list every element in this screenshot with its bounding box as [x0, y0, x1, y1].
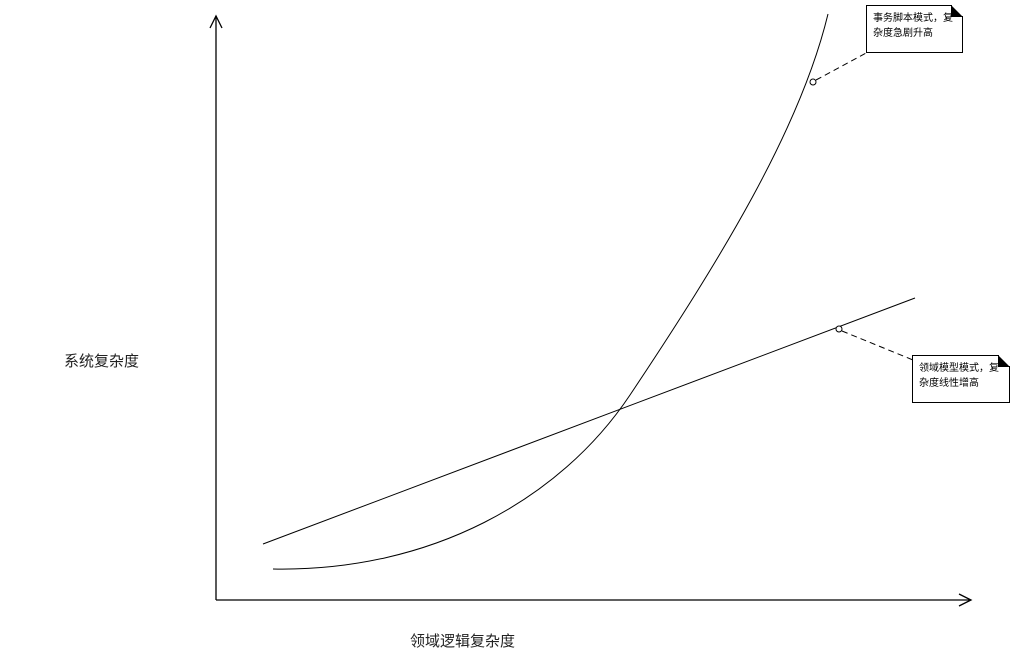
transaction-script-note: 事务脚本模式，复 杂度急剧升高	[866, 5, 963, 53]
x-axis-label: 领域逻辑复杂度	[410, 632, 516, 650]
transaction-script-connector	[815, 51, 869, 81]
domain-model-connector	[841, 330, 914, 361]
domain-model-line	[262, 297, 916, 545]
transaction-script-note-line2: 杂度急剧升高	[873, 28, 933, 39]
y-axis-arrow	[209, 14, 223, 29]
domain-model-marker	[835, 325, 843, 333]
domain-model-note-line2: 杂度线性增高	[919, 378, 979, 389]
transaction-script-note-line1: 事务脚本模式，复	[873, 13, 953, 24]
y-axis-label: 系统复杂度	[64, 352, 140, 370]
transaction-script-marker	[809, 78, 817, 86]
transaction-script-curve	[272, 13, 829, 570]
x-axis-arrow	[958, 593, 973, 607]
domain-model-note-line1: 领域模型模式，复	[919, 363, 999, 374]
domain-model-note: 领域模型模式，复 杂度线性增高	[912, 355, 1010, 403]
